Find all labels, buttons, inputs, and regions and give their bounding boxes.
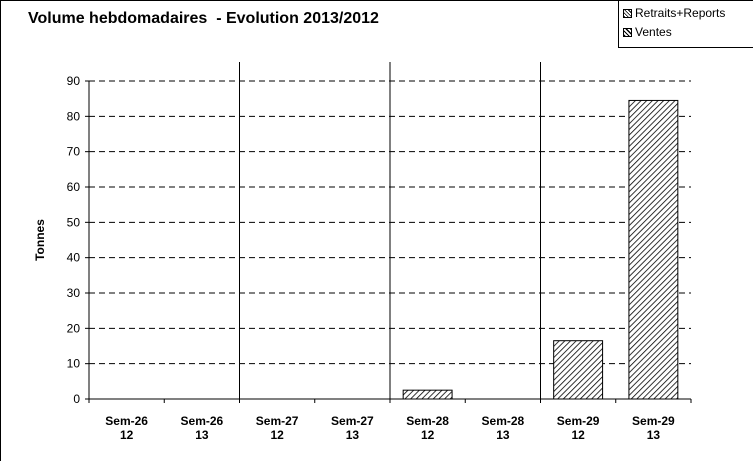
x-category-label: Sem-28 12 — [406, 414, 449, 442]
y-tick-label: 90 — [67, 74, 81, 88]
chart-title: Volume hebdomadaires - Evolution 2013/20… — [28, 10, 379, 27]
x-category-label: Sem-27 12 — [256, 414, 299, 442]
x-category-year: 12 — [270, 428, 284, 442]
x-category-label: Sem-26 12 — [105, 414, 148, 442]
x-category-label: Sem-28 13 — [482, 414, 525, 442]
y-tick-label: 10 — [67, 357, 81, 371]
x-category-year: 13 — [496, 428, 510, 442]
y-tick-label: 20 — [67, 321, 81, 335]
x-category-week: Sem-27 — [256, 414, 299, 428]
x-category-year: 12 — [120, 428, 134, 442]
legend: Retraits+Reports Ventes — [618, 0, 753, 48]
legend-label-ventes: Ventes — [635, 25, 672, 39]
legend-swatch-retraits-reports — [623, 8, 632, 18]
y-tick-label: 50 — [67, 215, 81, 229]
x-category-year: 13 — [346, 428, 360, 442]
x-category-label: Sem-27 13 — [331, 414, 374, 442]
y-tick-label: 70 — [67, 145, 81, 159]
x-category-week: Sem-29 — [557, 414, 600, 428]
x-category-week: Sem-29 — [632, 414, 675, 428]
legend-item-retraits-reports: Retraits+Reports — [623, 4, 725, 22]
bar-ventes — [628, 99, 679, 400]
x-category-week: Sem-26 — [105, 414, 148, 428]
y-axis-title: Tonnes — [33, 219, 47, 261]
bar-ventes — [402, 389, 453, 400]
x-category-label: Sem-29 12 — [557, 414, 600, 442]
x-category-year: 13 — [647, 428, 661, 442]
x-category-label: Sem-29 13 — [632, 414, 675, 442]
x-category-year: 12 — [571, 428, 585, 442]
x-category-year: 12 — [421, 428, 435, 442]
x-category-week: Sem-27 — [331, 414, 374, 428]
y-tick-label: 80 — [67, 109, 81, 123]
legend-label-retraits-reports: Retraits+Reports — [635, 6, 726, 20]
x-category-week: Sem-26 — [181, 414, 224, 428]
y-tick-label: 30 — [67, 286, 81, 300]
x-category-year: 13 — [195, 428, 209, 442]
x-category-week: Sem-28 — [406, 414, 449, 428]
y-tick-label: 0 — [73, 392, 80, 406]
legend-swatch-ventes — [623, 27, 632, 37]
legend-item-ventes: Ventes — [623, 23, 672, 41]
y-tick-label: 40 — [67, 251, 81, 265]
x-category-week: Sem-28 — [482, 414, 525, 428]
y-tick-label: 60 — [67, 180, 81, 194]
bar-ventes — [553, 340, 604, 400]
x-category-label: Sem-26 13 — [181, 414, 224, 442]
